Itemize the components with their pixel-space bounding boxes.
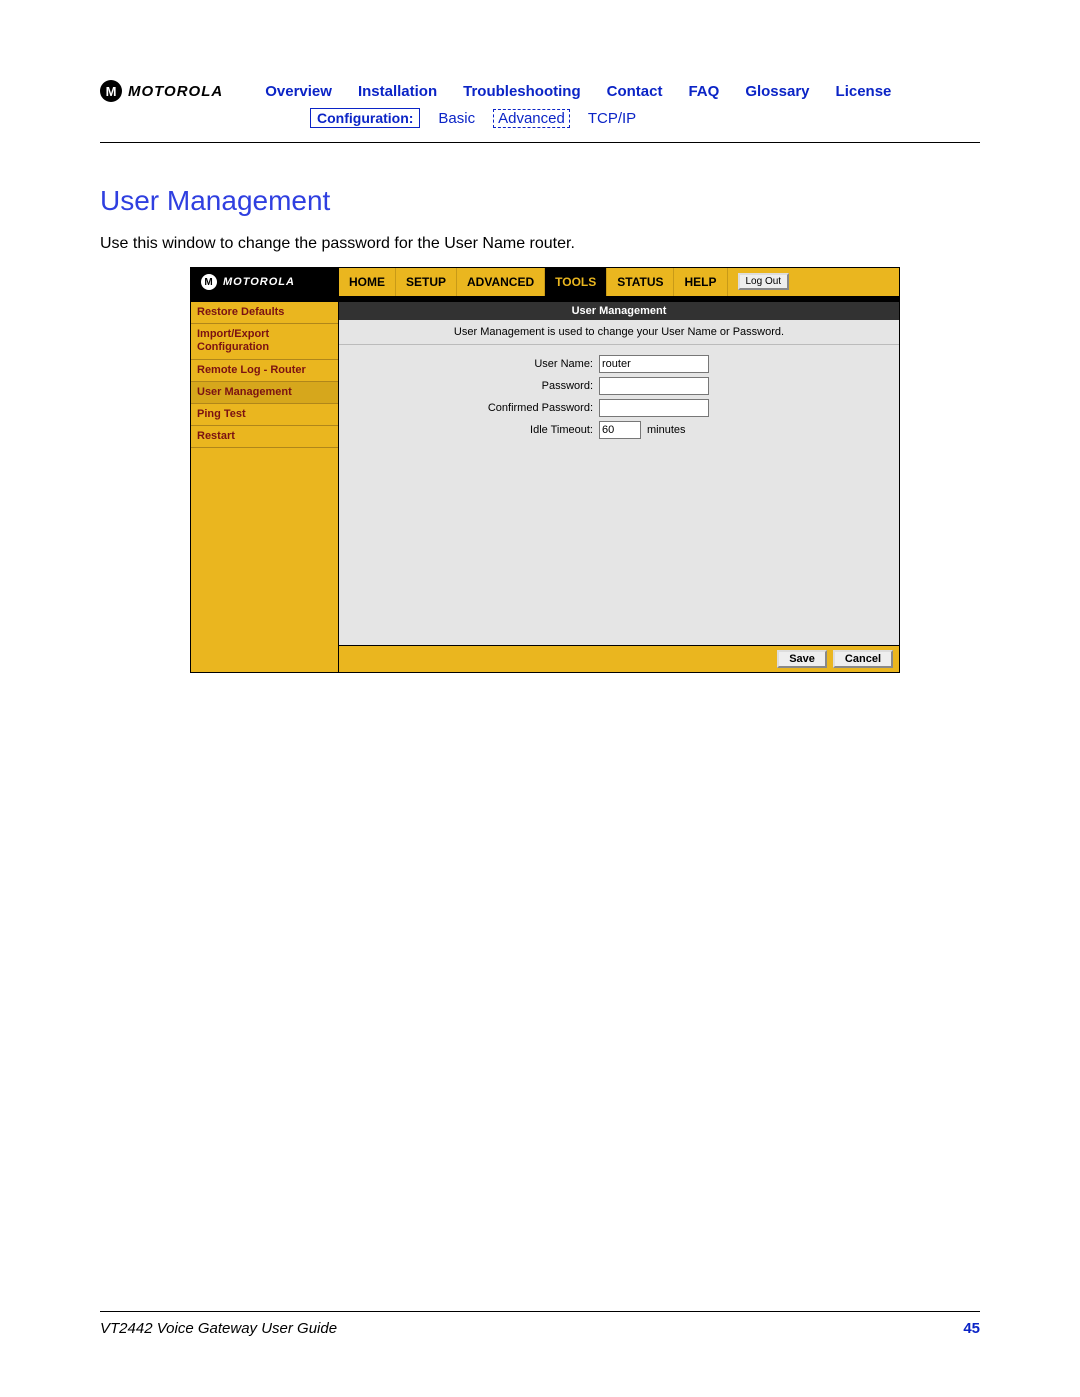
user-management-form: User Name: Password: Confirmed Password:… <box>339 345 899 645</box>
footer-page-number: 45 <box>963 1320 980 1337</box>
sub-nav: Configuration: Basic Advanced TCP/IP <box>310 108 980 128</box>
router-logo-text: MOTOROLA <box>223 276 295 288</box>
confirm-password-label: Confirmed Password: <box>339 402 599 414</box>
nav-contact[interactable]: Contact <box>607 83 663 100</box>
nav-installation[interactable]: Installation <box>358 83 437 100</box>
sidebar-ping-test[interactable]: Ping Test <box>191 404 338 426</box>
subnav-basic[interactable]: Basic <box>438 110 475 127</box>
router-sidebar: Restore Defaults Import/Export Configura… <box>191 302 339 672</box>
nav-license[interactable]: License <box>836 83 892 100</box>
sidebar-user-management[interactable]: User Management <box>191 382 338 404</box>
section-desc: Use this window to change the password f… <box>100 235 980 253</box>
subnav-advanced[interactable]: Advanced <box>493 109 570 128</box>
nav-faq[interactable]: FAQ <box>688 83 719 100</box>
panel-header: User Management <box>339 302 899 320</box>
router-topbar: M MOTOROLA HOME SETUP ADVANCED TOOLS STA… <box>191 268 899 296</box>
subnav-label: Configuration: <box>310 108 420 128</box>
subnav-tcpip[interactable]: TCP/IP <box>588 110 636 127</box>
tab-setup[interactable]: SETUP <box>396 268 457 296</box>
sidebar-import-export[interactable]: Import/Export Configuration <box>191 324 338 359</box>
sidebar-restart[interactable]: Restart <box>191 426 338 448</box>
cancel-button[interactable]: Cancel <box>833 650 893 668</box>
tab-advanced[interactable]: ADVANCED <box>457 268 545 296</box>
motorola-glyph-icon: M <box>100 80 122 102</box>
sidebar-restore-defaults[interactable]: Restore Defaults <box>191 302 338 324</box>
idle-timeout-unit: minutes <box>641 424 686 436</box>
motorola-logo: M MOTOROLA <box>100 80 223 102</box>
save-button[interactable]: Save <box>777 650 827 668</box>
footer-guide-title: VT2442 Voice Gateway User Guide <box>100 1320 337 1337</box>
idle-timeout-input[interactable] <box>599 421 641 439</box>
section-title: User Management <box>100 185 980 217</box>
router-tabs: HOME SETUP ADVANCED TOOLS STATUS HELP <box>339 268 728 296</box>
page-footer: VT2442 Voice Gateway User Guide 45 <box>100 1311 980 1337</box>
tab-home[interactable]: HOME <box>339 268 396 296</box>
idle-timeout-label: Idle Timeout: <box>339 424 599 436</box>
panel-desc: User Management is used to change your U… <box>339 320 899 345</box>
page-header: M MOTOROLA Overview Installation Trouble… <box>100 80 980 102</box>
nav-troubleshooting[interactable]: Troubleshooting <box>463 83 581 100</box>
password-label: Password: <box>339 380 599 392</box>
nav-glossary[interactable]: Glossary <box>745 83 809 100</box>
top-nav: Overview Installation Troubleshooting Co… <box>265 83 891 100</box>
header-divider <box>100 142 980 143</box>
tab-tools[interactable]: TOOLS <box>545 268 607 296</box>
router-screenshot: M MOTOROLA HOME SETUP ADVANCED TOOLS STA… <box>190 267 900 673</box>
router-logo: M MOTOROLA <box>191 268 339 296</box>
router-main: User Management User Management is used … <box>339 302 899 672</box>
router-logo-icon: M <box>201 274 217 290</box>
username-label: User Name: <box>339 358 599 370</box>
tab-help[interactable]: HELP <box>674 268 727 296</box>
logout-button[interactable]: Log Out <box>738 273 790 290</box>
sidebar-remote-log[interactable]: Remote Log - Router <box>191 360 338 382</box>
panel-buttons: Save Cancel <box>339 645 899 672</box>
confirm-password-input[interactable] <box>599 399 709 417</box>
password-input[interactable] <box>599 377 709 395</box>
nav-overview[interactable]: Overview <box>265 83 332 100</box>
motorola-wordmark: MOTOROLA <box>128 83 223 100</box>
username-input[interactable] <box>599 355 709 373</box>
tab-status[interactable]: STATUS <box>607 268 674 296</box>
